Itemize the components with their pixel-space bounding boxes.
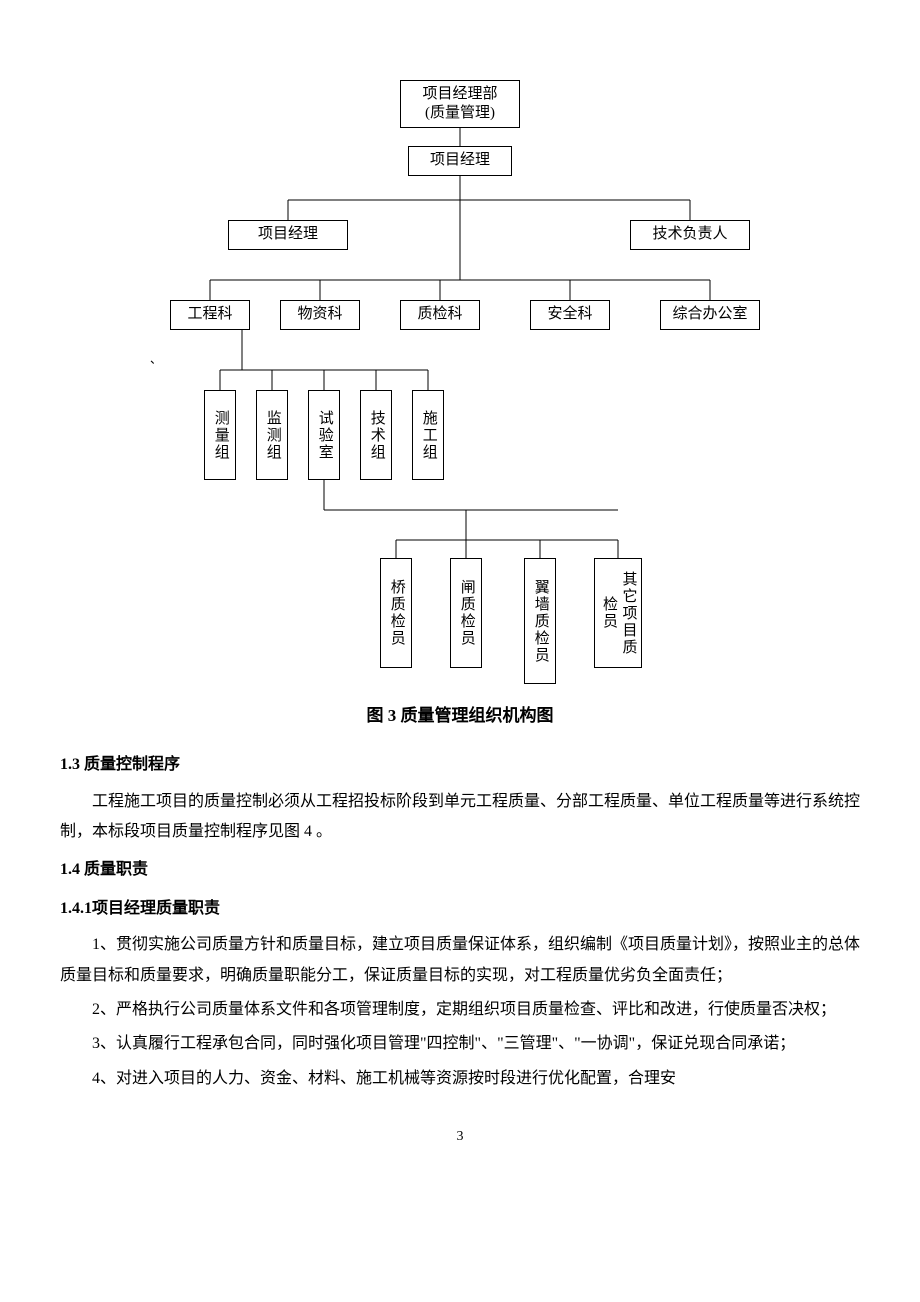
tick-mark: 、 [150,348,162,371]
heading-1-4: 1.4 质量职责 [60,855,860,885]
para-4: 4、对进入项目的人力、资金、材料、施工机械等资源按时段进行优化配置，合理安 [60,1064,860,1094]
heading-1-4-1: 1.4.1项目经理质量职责 [60,894,860,924]
node-tech-lead: 技术负责人 [630,220,750,250]
node-dept1: 工程科 [170,300,250,330]
node-ins4: 其它项目质检员 [594,558,642,668]
node-ins1: 桥质检员 [380,558,412,668]
node-dept2: 物资科 [280,300,360,330]
heading-1-3: 1.3 质量控制程序 [60,750,860,780]
node-grp5: 施工组 [412,390,444,480]
node-top: 项目经理部 (质量管理) [400,80,520,128]
node-dept4: 安全科 [530,300,610,330]
node-mgr: 项目经理 [408,146,512,176]
org-chart: 项目经理部 (质量管理) 项目经理 项目经理 技术负责人 工程科 物资科 质检科… [150,80,770,690]
node-ins3: 翼墙质检员 [524,558,556,684]
page-number: 3 [60,1124,860,1151]
para-1-3: 工程施工项目的质量控制必须从工程招投标阶段到单元工程质量、分部工程质量、单位工程… [60,787,860,848]
node-grp1: 测量组 [204,390,236,480]
node-top-line2: (质量管理) [425,104,495,124]
node-dept3: 质检科 [400,300,480,330]
node-left-mgr: 项目经理 [228,220,348,250]
figure-caption: 图 3 质量管理组织机构图 [60,700,860,732]
node-grp3: 试验室 [308,390,340,480]
node-top-line1: 项目经理部 [422,85,497,105]
node-ins2: 闸质检员 [450,558,482,668]
para-1: 1、贯彻实施公司质量方针和质量目标，建立项目质量保证体系，组织编制《项目质量计划… [60,930,860,991]
para-3: 3、认真履行工程承包合同，同时强化项目管理"四控制"、"三管理"、"一协调"，保… [60,1029,860,1059]
node-grp4: 技术组 [360,390,392,480]
node-grp2: 监测组 [256,390,288,480]
para-2: 2、严格执行公司质量体系文件和各项管理制度，定期组织项目质量检查、评比和改进，行… [60,995,860,1025]
node-dept5: 综合办公室 [660,300,760,330]
